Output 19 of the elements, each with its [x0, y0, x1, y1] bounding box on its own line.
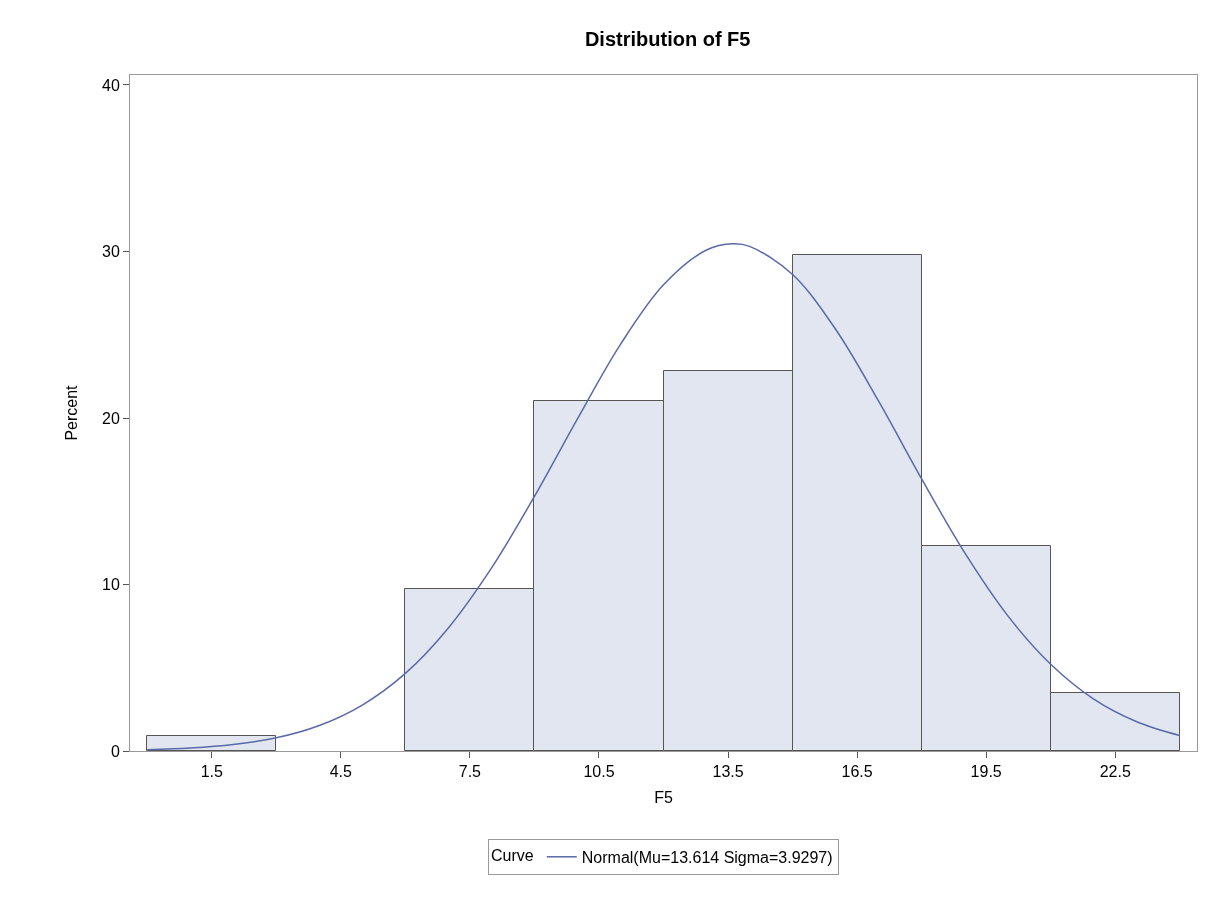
x-tick-label: 22.5: [1099, 763, 1131, 781]
x-tick-label: 7.5: [458, 763, 482, 781]
y-tick-label: 20: [102, 409, 120, 427]
x-tick-label: 19.5: [970, 763, 1002, 781]
line-series: [146, 243, 1181, 751]
y-tick-label: 30: [102, 243, 120, 261]
x-tick-label: 16.5: [841, 763, 873, 781]
chart-title: Distribution of F5: [584, 27, 751, 50]
x-tick-label: 10.5: [583, 763, 615, 781]
x-tick-label: 4.5: [329, 763, 353, 781]
x-tick-label: 13.5: [712, 763, 744, 781]
legend-label: Normal(Mu=13.614 Sigma=3.9297): [581, 849, 833, 867]
x-axis-title: F5: [654, 788, 673, 806]
y-axis-title: Percent: [62, 384, 80, 441]
x-tick-label: 1.5: [200, 763, 223, 781]
y-tick-label: 40: [102, 76, 120, 94]
y-tick-label: 0: [110, 742, 120, 760]
y-tick-label: 10: [102, 576, 120, 594]
legend-title: Curve: [491, 846, 534, 864]
